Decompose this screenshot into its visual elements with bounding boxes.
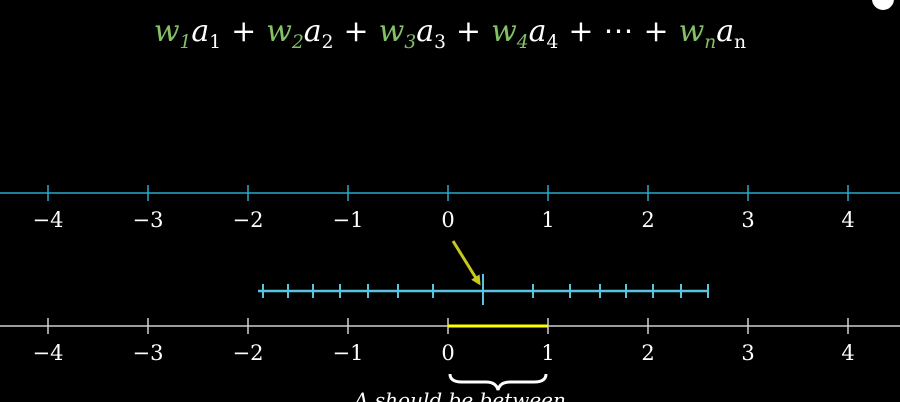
tick-label: −3 xyxy=(133,208,164,232)
term-n: wnan xyxy=(678,14,747,53)
tick-label: 3 xyxy=(741,341,754,365)
tick-label: −2 xyxy=(233,341,264,365)
pointer-arrow xyxy=(451,240,481,286)
plus-sign: + xyxy=(231,14,257,49)
tick-label: −1 xyxy=(333,208,364,232)
caption-text: A should be between xyxy=(354,388,566,402)
tick-label: −4 xyxy=(33,208,64,232)
tick-label: 4 xyxy=(841,208,854,232)
plus-sign: + xyxy=(643,14,669,49)
plus-sign: + xyxy=(568,14,594,49)
tick-label: −3 xyxy=(133,341,164,365)
tick-label: −2 xyxy=(233,208,264,232)
term-4: w4a4 xyxy=(491,14,559,53)
tick-label: 2 xyxy=(641,208,654,232)
corner-circle-icon xyxy=(872,0,894,10)
ellipsis: ⋯ xyxy=(603,14,634,49)
term-1: w1a1 xyxy=(153,14,222,53)
sigmoid-range-line xyxy=(258,274,709,305)
term-3: w3a3 xyxy=(378,14,446,53)
top-number-line: −4 −3 −2 −1 0 1 2 3 4 xyxy=(0,185,900,232)
weighted-sum-formula: w1a1 + w2a2 + w3a3 + w4a4 + ⋯ + wnan xyxy=(0,14,900,53)
tick-label: 1 xyxy=(541,208,554,232)
tick-label: 2 xyxy=(641,341,654,365)
tick-label: −1 xyxy=(333,341,364,365)
curly-brace xyxy=(448,373,548,391)
tick-label: −4 xyxy=(33,341,64,365)
bottom-number-line: −4 −3 −2 −1 0 1 2 3 4 xyxy=(0,318,900,365)
term-2: w2a2 xyxy=(266,14,334,53)
plus-sign: + xyxy=(455,14,482,49)
tick-label: 4 xyxy=(841,341,854,365)
tick-label: 3 xyxy=(741,208,754,232)
plus-sign: + xyxy=(343,14,369,49)
tick-label: 0 xyxy=(441,341,454,365)
tick-label: 0 xyxy=(441,208,454,232)
tick-label: 1 xyxy=(541,341,554,365)
